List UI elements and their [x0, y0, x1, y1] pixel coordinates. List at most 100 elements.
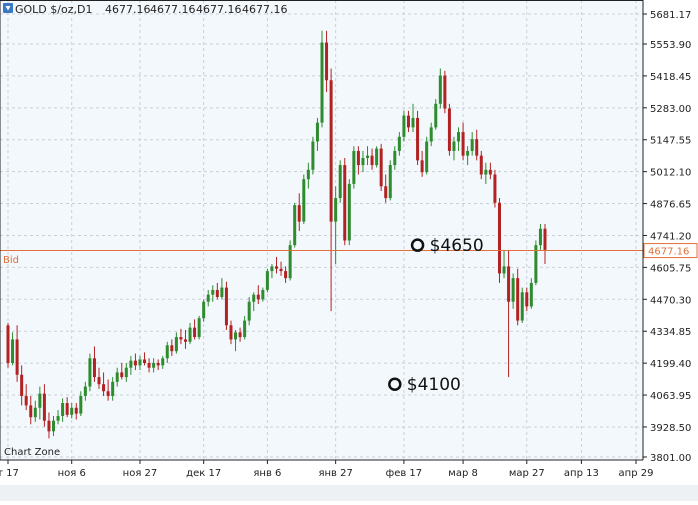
candle-body [497, 202, 501, 274]
x-tick-label: т 17 [0, 468, 19, 479]
y-tick-label: 5012.10 [650, 168, 691, 179]
annotation-label: $4100 [407, 375, 461, 395]
candle-body [475, 139, 479, 156]
candle-body [33, 407, 37, 418]
candle-body [293, 205, 297, 246]
candle-body [243, 320, 247, 338]
y-tick-label: 5553.90 [650, 40, 691, 51]
candle-body [202, 301, 206, 319]
candle-body [138, 359, 142, 366]
y-tick-label: 4470.30 [650, 295, 691, 306]
bid-label: Bid [3, 255, 19, 266]
candle-body [206, 294, 210, 302]
candle-body [102, 384, 106, 392]
candle-body [56, 416, 60, 421]
candle-body [388, 165, 392, 199]
candle-body [174, 337, 178, 352]
candle-body [366, 155, 370, 159]
candle-body [343, 165, 347, 241]
candle-body [20, 374, 24, 396]
y-tick-label: 3801.00 [650, 453, 691, 464]
candle-body [470, 139, 474, 151]
watermark-text: Chart Zone [4, 447, 60, 458]
candle-body [38, 393, 42, 408]
candle-body [234, 332, 238, 340]
candle-body [65, 403, 69, 415]
candle-body [375, 148, 379, 166]
ohlc-low: 4677.16 [196, 3, 242, 16]
candle-body [106, 391, 110, 396]
candle-body [329, 80, 333, 222]
candle-body [297, 205, 301, 222]
y-tick-label: 4605.75 [650, 263, 691, 274]
candle-body [61, 403, 65, 417]
y-tick-label: 4876.65 [650, 200, 691, 211]
y-tick-label: 5283.00 [650, 104, 691, 115]
candle-body [274, 266, 278, 269]
candle-body [311, 141, 315, 170]
candle-body [42, 393, 46, 421]
candle-body [179, 337, 183, 340]
candle-body [406, 115, 410, 128]
candle-body [334, 198, 338, 222]
ohlc-high: 4677.16 [150, 3, 196, 16]
annotation-marker [388, 377, 402, 391]
bid-line-group: 4677.16 [0, 243, 698, 259]
candle-body [284, 271, 288, 279]
candle-body [256, 294, 260, 300]
candle-body [220, 287, 224, 298]
horizontal-scrollbar[interactable] [0, 485, 698, 501]
candle-body [24, 395, 28, 406]
candle-body [83, 386, 87, 396]
candle-body [411, 117, 415, 128]
candle-body [361, 158, 365, 166]
x-tick-label: апр 29 [619, 468, 654, 479]
candle-body [534, 245, 538, 283]
candle-body [443, 75, 447, 109]
ohlc-close: 4677.16 [242, 3, 288, 16]
candle-body [429, 127, 433, 142]
x-tick-label: дек 17 [186, 468, 221, 479]
candle-body [302, 179, 306, 222]
candle-body [143, 359, 147, 363]
candle-body [88, 358, 92, 387]
candle-body [520, 292, 524, 321]
candle-body [320, 42, 324, 123]
x-tick-label: янв 27 [318, 468, 352, 479]
candle-body [484, 169, 488, 175]
y-tick-label: 4334.85 [650, 327, 691, 338]
candle-body [115, 372, 119, 382]
candle-body [15, 339, 19, 375]
candle-body [425, 141, 429, 173]
candle-body [147, 362, 151, 368]
x-tick-label: янв 6 [253, 468, 281, 479]
candle-body [356, 150, 360, 166]
candle-body [347, 183, 351, 241]
candle-body [493, 174, 497, 203]
candle-body [325, 42, 329, 81]
candle-body [279, 268, 283, 272]
candle-body [111, 381, 115, 396]
candle-body [352, 150, 356, 184]
candle-body [197, 318, 201, 338]
candle-body [11, 339, 15, 363]
arrow-down-icon-glyph [5, 6, 11, 11]
candle-body [161, 358, 165, 366]
candle-body [79, 395, 83, 414]
candle-body [215, 289, 219, 298]
y-tick-label: 5418.45 [650, 72, 691, 83]
bid-price-tag [643, 243, 698, 259]
x-tick-label: мар 8 [448, 468, 478, 479]
candle-body [238, 332, 242, 338]
candle-body [170, 345, 174, 352]
candle-body [315, 122, 319, 142]
candle-body [488, 169, 492, 175]
candle-body [70, 407, 74, 415]
y-tick-label: 4063.95 [650, 391, 691, 402]
x-tick-label: ноя 27 [123, 468, 158, 479]
y-tick-label: 5147.55 [650, 136, 691, 147]
candle-body [516, 278, 520, 321]
candle-body [452, 141, 456, 151]
